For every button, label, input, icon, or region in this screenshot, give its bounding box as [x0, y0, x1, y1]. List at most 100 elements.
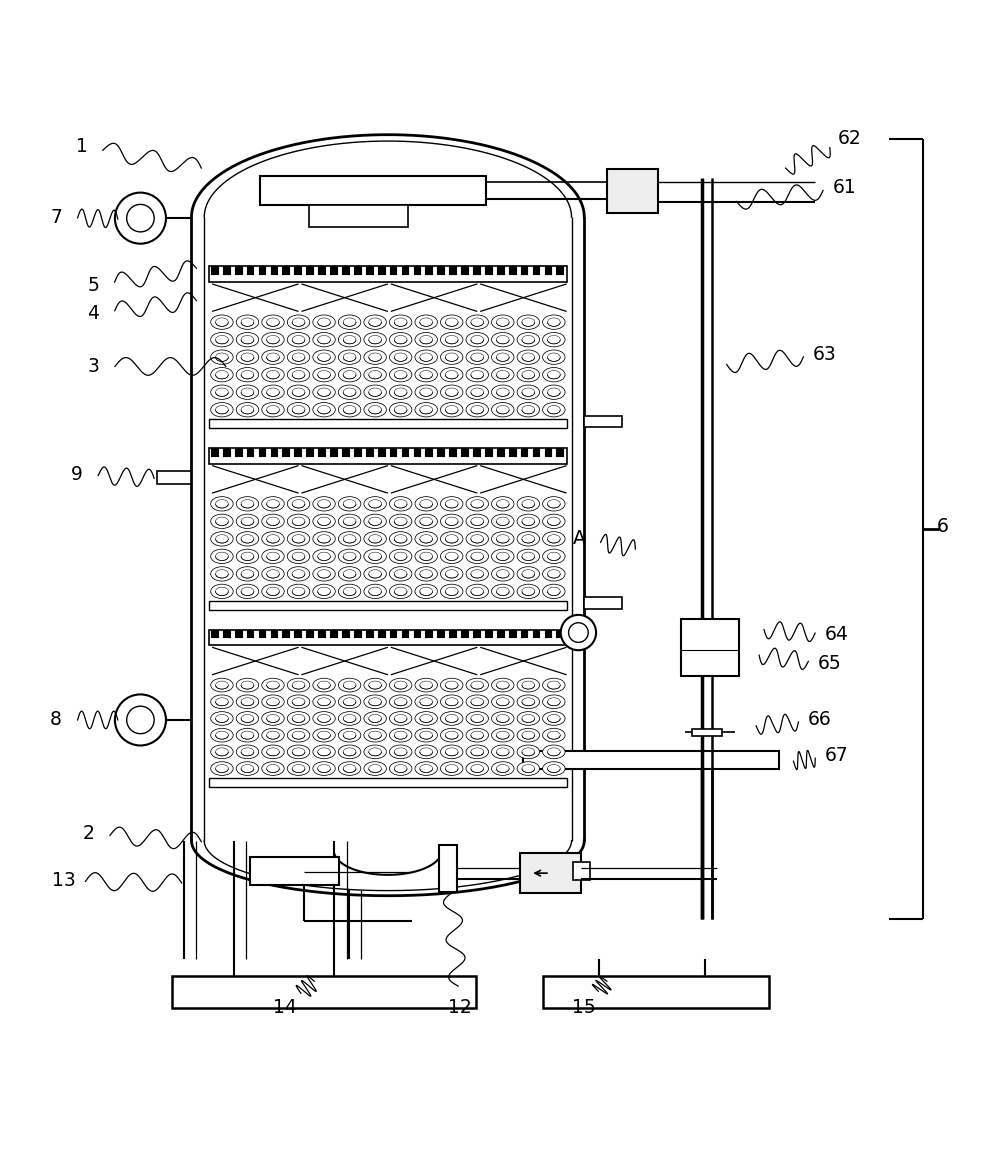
Bar	[413, 629, 421, 639]
Ellipse shape	[466, 728, 488, 742]
Ellipse shape	[547, 570, 560, 578]
Bar	[449, 629, 457, 639]
Circle shape	[127, 204, 154, 232]
Ellipse shape	[547, 318, 560, 326]
Bar	[318, 448, 326, 456]
Ellipse shape	[543, 678, 565, 692]
Ellipse shape	[364, 349, 386, 365]
Ellipse shape	[288, 584, 309, 599]
Ellipse shape	[415, 728, 437, 742]
Ellipse shape	[211, 549, 233, 563]
Ellipse shape	[394, 370, 407, 378]
Ellipse shape	[496, 570, 509, 578]
Ellipse shape	[415, 712, 437, 726]
Ellipse shape	[339, 368, 360, 382]
Ellipse shape	[496, 405, 509, 414]
Ellipse shape	[313, 728, 335, 742]
Ellipse shape	[339, 712, 360, 726]
Ellipse shape	[547, 353, 560, 361]
Ellipse shape	[293, 587, 304, 596]
Ellipse shape	[211, 368, 233, 382]
Ellipse shape	[420, 698, 432, 706]
Bar	[485, 629, 493, 639]
Ellipse shape	[441, 549, 463, 563]
Ellipse shape	[313, 584, 335, 599]
Ellipse shape	[445, 698, 458, 706]
Ellipse shape	[390, 349, 411, 365]
Ellipse shape	[420, 682, 432, 690]
Ellipse shape	[445, 336, 458, 344]
Ellipse shape	[237, 728, 258, 742]
Bar	[402, 629, 409, 639]
Ellipse shape	[420, 765, 432, 772]
Ellipse shape	[492, 403, 514, 417]
Ellipse shape	[241, 353, 253, 361]
Ellipse shape	[215, 553, 229, 561]
Ellipse shape	[364, 584, 386, 599]
Bar	[295, 448, 302, 456]
Bar	[260, 176, 486, 205]
Ellipse shape	[496, 698, 509, 706]
Text: 66: 66	[808, 711, 832, 729]
Text: 13: 13	[52, 872, 76, 890]
Ellipse shape	[237, 762, 258, 776]
Ellipse shape	[496, 336, 509, 344]
Ellipse shape	[318, 714, 330, 722]
Ellipse shape	[492, 549, 514, 563]
Ellipse shape	[318, 748, 330, 756]
Ellipse shape	[518, 532, 539, 546]
Ellipse shape	[543, 514, 565, 528]
Ellipse shape	[543, 349, 565, 365]
Ellipse shape	[293, 388, 304, 396]
Ellipse shape	[369, 553, 381, 561]
Ellipse shape	[466, 497, 488, 511]
Ellipse shape	[339, 514, 360, 528]
Ellipse shape	[344, 336, 355, 344]
Ellipse shape	[288, 712, 309, 726]
Ellipse shape	[313, 762, 335, 776]
Ellipse shape	[262, 514, 284, 528]
Ellipse shape	[415, 403, 437, 417]
Ellipse shape	[521, 405, 534, 414]
Ellipse shape	[390, 315, 411, 330]
Ellipse shape	[521, 336, 534, 344]
Text: 9: 9	[71, 464, 82, 484]
Ellipse shape	[241, 405, 253, 414]
Ellipse shape	[492, 695, 514, 708]
Ellipse shape	[547, 517, 560, 526]
Ellipse shape	[339, 497, 360, 511]
Ellipse shape	[496, 587, 509, 596]
Bar	[209, 629, 567, 646]
Ellipse shape	[518, 385, 539, 399]
Ellipse shape	[293, 570, 304, 578]
Ellipse shape	[344, 388, 355, 396]
Bar	[295, 629, 302, 639]
Ellipse shape	[518, 332, 539, 347]
Ellipse shape	[390, 368, 411, 382]
Ellipse shape	[441, 315, 463, 330]
Ellipse shape	[313, 712, 335, 726]
Bar	[330, 629, 338, 639]
Ellipse shape	[344, 535, 355, 543]
Ellipse shape	[339, 315, 360, 330]
Ellipse shape	[241, 535, 253, 543]
Ellipse shape	[211, 385, 233, 399]
Ellipse shape	[518, 497, 539, 511]
Ellipse shape	[441, 332, 463, 347]
Bar	[283, 629, 291, 639]
Ellipse shape	[262, 368, 284, 382]
Ellipse shape	[445, 405, 458, 414]
Circle shape	[561, 615, 596, 650]
Ellipse shape	[492, 728, 514, 742]
Bar	[354, 629, 361, 639]
Bar	[681, 619, 739, 676]
Ellipse shape	[369, 499, 381, 509]
Ellipse shape	[466, 385, 488, 399]
Ellipse shape	[211, 532, 233, 546]
Bar	[342, 448, 350, 456]
Ellipse shape	[318, 698, 330, 706]
Circle shape	[127, 706, 154, 734]
Bar	[354, 448, 361, 456]
Bar	[283, 266, 291, 275]
Ellipse shape	[267, 517, 279, 526]
